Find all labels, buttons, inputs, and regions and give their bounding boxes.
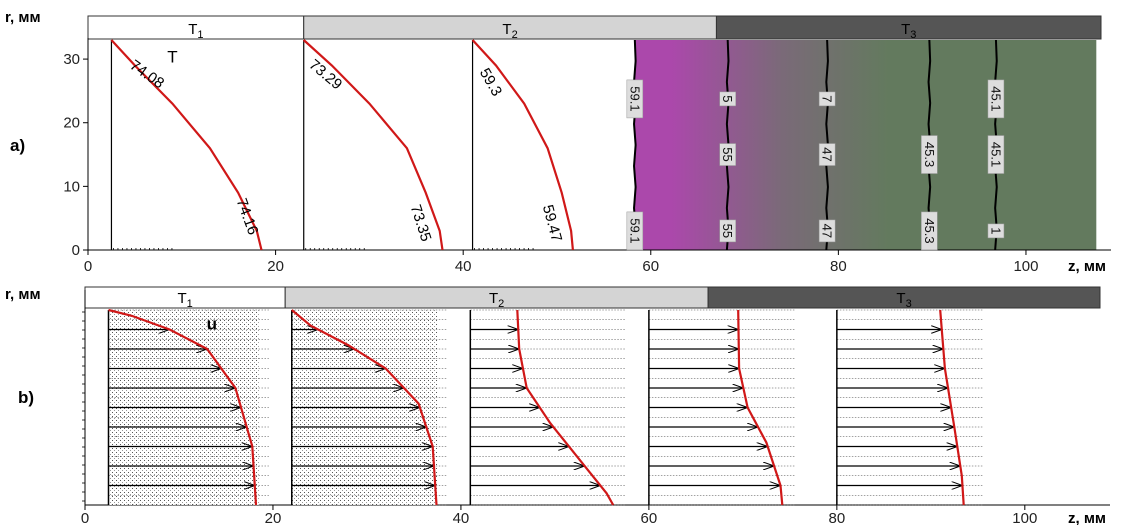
isoline-label: 55 bbox=[720, 147, 735, 161]
x-tick-label-b-1: 20 bbox=[265, 510, 282, 525]
temperature-profile-0 bbox=[110, 39, 263, 251]
profile-label-a-2: 74.16 bbox=[233, 196, 262, 237]
isoline-label-bg bbox=[719, 91, 736, 107]
isoline-label-bg bbox=[987, 223, 1005, 239]
x-tick-label-a-3: 60 bbox=[642, 258, 659, 275]
isoline-label-bg bbox=[719, 143, 736, 166]
isoline-label: 45.1 bbox=[988, 142, 1003, 167]
isoline-label: 47 bbox=[820, 147, 835, 161]
isoline-label: 59.1 bbox=[627, 86, 642, 111]
panel-label-a: a) bbox=[10, 136, 25, 155]
isoline-label-bg bbox=[818, 219, 836, 243]
profile-label-a-0: T bbox=[167, 47, 177, 66]
zone-label-1: T1 bbox=[188, 21, 203, 41]
profile-label-a-3: 73.29 bbox=[306, 56, 346, 93]
zone-label-3: T3 bbox=[901, 21, 916, 41]
panel-b: T1 T2 T3 0 20 40 60 80 100 r, мм z, мм b) u bbox=[5, 286, 1110, 525]
isoline-label: 45.3 bbox=[922, 142, 937, 167]
y-tick-label-a-0: 0 bbox=[72, 242, 80, 259]
isoline-label-bg bbox=[818, 91, 836, 107]
isoline-label: 5 bbox=[720, 95, 735, 102]
x-axis-label-b: z, мм bbox=[1068, 510, 1106, 525]
isoline-label: 47 bbox=[820, 224, 835, 238]
isoline-label: 55 bbox=[720, 224, 735, 238]
x-tick-label-a-0: 0 bbox=[84, 258, 92, 275]
velocity-profile-4 bbox=[939, 309, 965, 506]
x-tick-label-a-1: 20 bbox=[267, 258, 284, 275]
isoline-label: 45.1 bbox=[988, 86, 1003, 111]
temperature-profile-2 bbox=[471, 39, 574, 251]
zone-label-2: T2 bbox=[502, 21, 517, 41]
isoline-label-bg bbox=[818, 143, 836, 166]
x-tick-label-b-2: 40 bbox=[453, 510, 470, 525]
zone-label-b-1: T1 bbox=[177, 290, 192, 310]
isoline-label-bg bbox=[987, 79, 1005, 119]
x-tick-label-b-0: 0 bbox=[81, 510, 89, 525]
x-tick-label-a-2: 40 bbox=[455, 258, 472, 275]
velocity-profile-2 bbox=[516, 309, 615, 506]
x-tick-label-b-3: 60 bbox=[641, 510, 658, 525]
profile-label-a-1: 74.08 bbox=[127, 57, 168, 92]
isoline-label-bg bbox=[921, 135, 938, 174]
temperature-fill bbox=[634, 40, 1097, 250]
x-tick-label-a-5: 100 bbox=[1013, 258, 1038, 275]
y-axis-label-b: r, мм bbox=[5, 286, 41, 303]
profile-label-a-4: 73.35 bbox=[407, 203, 435, 244]
profile-label-a-6: 59.47 bbox=[539, 203, 565, 244]
isoline-label-bg bbox=[626, 211, 644, 251]
y-tick-label-a-1: 10 bbox=[63, 178, 80, 195]
isoline-label: 1 bbox=[988, 227, 1003, 234]
x-axis-label-a: z, мм bbox=[1068, 258, 1106, 275]
velocity-profile-3 bbox=[737, 309, 784, 506]
isoline-label: 59.1 bbox=[627, 218, 642, 243]
isoline-label: 45.3 bbox=[922, 218, 937, 243]
zone-label-b-2: T2 bbox=[489, 290, 504, 310]
zone-bar-b-3 bbox=[707, 286, 1101, 309]
temperature-profile-1 bbox=[302, 39, 444, 251]
x-tick-label-b-5: 100 bbox=[1012, 510, 1037, 525]
zone-bar-3 bbox=[715, 15, 1102, 40]
isoline-label: 7 bbox=[820, 95, 835, 102]
isoline-label-bg bbox=[987, 135, 1005, 174]
y-tick-label-a-3: 30 bbox=[63, 51, 80, 68]
zone-label-b-3: T3 bbox=[896, 290, 911, 310]
panel-label-b: b) bbox=[18, 388, 34, 407]
isoline-label-bg bbox=[921, 211, 938, 251]
y-tick-label-a-2: 20 bbox=[63, 115, 80, 132]
velocity-profile-1 bbox=[291, 309, 438, 506]
profile-label-b-0: u bbox=[207, 315, 217, 334]
y-axis-label-a: r, мм bbox=[5, 9, 41, 26]
isoline-label-bg bbox=[626, 79, 644, 119]
x-tick-label-a-4: 80 bbox=[830, 258, 847, 275]
velocity-profile-0 bbox=[108, 308, 258, 506]
x-tick-label-b-4: 80 bbox=[829, 510, 846, 525]
isoline-label-bg bbox=[719, 219, 736, 243]
